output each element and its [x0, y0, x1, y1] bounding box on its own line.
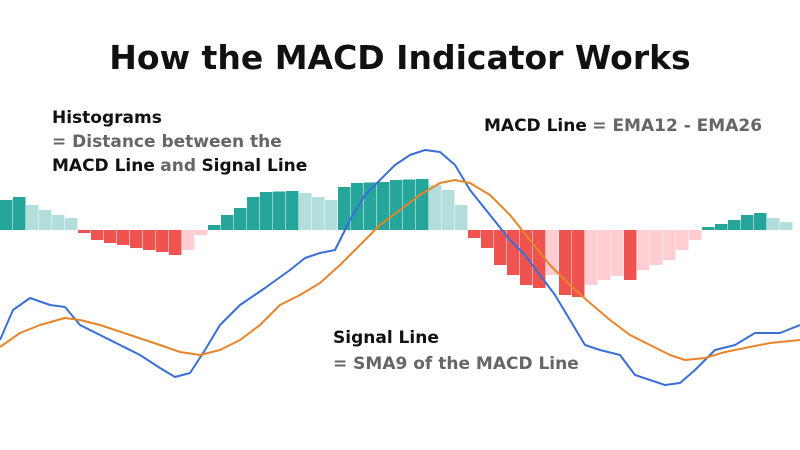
histogram-bar — [676, 230, 689, 250]
histogram-bar — [130, 230, 143, 248]
annotation-text: = Distance between the — [52, 132, 282, 152]
histogram-bar — [780, 222, 793, 230]
line — [0, 179, 800, 361]
annotation: Histograms = Distance between the MACD L… — [52, 108, 307, 176]
histogram-bar — [312, 197, 325, 230]
histogram-bar — [182, 230, 195, 250]
histogram-bar — [598, 230, 611, 280]
histogram-bar — [429, 185, 442, 230]
histogram-bar — [442, 190, 455, 230]
histogram-bar — [325, 200, 338, 230]
histogram-bar — [650, 230, 663, 265]
histogram-bar — [468, 230, 481, 238]
histogram-bar — [585, 230, 598, 285]
histogram-bar — [338, 187, 351, 230]
annotation-heading: Signal Line — [333, 328, 439, 348]
histogram-bar — [273, 191, 286, 230]
histogram-bar — [234, 208, 247, 230]
histogram-bar — [117, 230, 130, 245]
annotation-term: MACD Line — [484, 116, 587, 136]
histogram-bar — [221, 215, 234, 230]
histogram-bar — [91, 230, 104, 240]
histogram-bar — [169, 230, 182, 255]
histogram-bar — [247, 197, 260, 230]
histogram-bar — [572, 230, 585, 297]
histogram-bar — [390, 180, 403, 230]
histogram-bar — [455, 205, 468, 230]
title: How the MACD Indicator Works — [109, 38, 691, 77]
histogram-bar — [364, 182, 377, 230]
histogram-bar — [533, 230, 546, 288]
histogram-bar — [65, 218, 78, 230]
histogram-bar — [611, 230, 624, 276]
histogram-bar — [52, 215, 65, 230]
histogram-bar — [663, 230, 676, 260]
histogram-bar — [195, 230, 208, 235]
histogram-bar — [559, 230, 572, 295]
histogram-bar — [507, 230, 520, 275]
annotation-text: = SMA9 of the MACD Line — [333, 354, 579, 374]
annotation-text: = EMA12 - EMA26 — [592, 116, 763, 136]
histogram-bar — [156, 230, 169, 252]
histogram-bar — [494, 230, 507, 265]
histogram-bar — [637, 230, 650, 270]
histogram-bar — [481, 230, 494, 248]
histogram-bar — [377, 182, 390, 230]
histogram-bar — [286, 191, 299, 230]
histogram-bar — [741, 215, 754, 230]
histogram-bar — [754, 213, 767, 230]
histogram-bar — [689, 230, 702, 240]
histogram-bar — [767, 218, 780, 230]
annotation-term: MACD Line — [52, 156, 155, 176]
annotation-text: MACD Line and Signal Line — [52, 156, 307, 176]
annotation-term: Signal Line — [201, 156, 308, 176]
annotation-heading: Histograms — [52, 108, 162, 128]
annotation: Signal Line = SMA9 of the MACD Line — [333, 328, 579, 374]
histogram-bar — [26, 205, 39, 230]
histogram-bar — [416, 179, 429, 230]
histogram-bar — [78, 230, 91, 233]
annotation: MACD Line = EMA12 - EMA26 — [484, 116, 762, 136]
histogram-bar — [143, 230, 156, 250]
histogram-bar — [299, 193, 312, 230]
histogram-bar — [715, 224, 728, 230]
histogram-bar — [702, 227, 715, 230]
histogram-bar — [13, 197, 26, 230]
histogram-bar — [624, 230, 637, 280]
annotation-text: and — [160, 156, 197, 176]
histogram-bar — [0, 200, 13, 230]
histogram-bar — [39, 210, 52, 230]
histogram-bar — [208, 225, 221, 230]
histogram-bar — [403, 179, 416, 230]
histogram-bar — [260, 192, 273, 230]
line — [0, 149, 800, 386]
histogram-bar — [728, 220, 741, 230]
histogram-bar — [104, 230, 117, 243]
